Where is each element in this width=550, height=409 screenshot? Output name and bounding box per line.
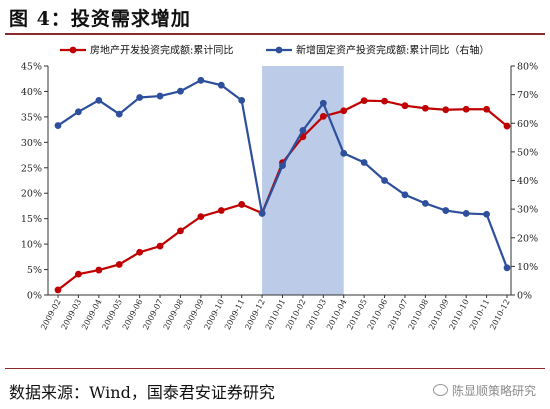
series-2-point xyxy=(95,96,103,104)
series-2-point xyxy=(421,200,429,207)
series-2-point xyxy=(238,96,246,104)
series-1-point xyxy=(462,105,470,113)
series-1-point xyxy=(503,122,511,130)
y-left-tick-label: 10% xyxy=(21,240,42,251)
legend-label-2: 新增固定资产投资完成额:累计同比（右轴） xyxy=(296,44,489,57)
wechat-icon xyxy=(432,384,448,396)
series-2-point xyxy=(115,110,123,118)
figure-title: 图 4：投资需求增加 xyxy=(9,8,191,30)
series-1-point xyxy=(238,201,246,208)
footer-divider xyxy=(5,368,545,369)
y-left-tick-label: 45% xyxy=(21,62,42,73)
series-2-point xyxy=(156,92,164,100)
y-right-tick-label: 10% xyxy=(517,262,538,273)
y-left-tick-label: 5% xyxy=(27,265,42,276)
title-divider xyxy=(5,33,545,35)
legend-marker-1 xyxy=(69,46,77,54)
y-right-tick-label: 50% xyxy=(517,147,538,158)
legend-marker-2 xyxy=(275,46,283,54)
series-2-point xyxy=(381,177,388,184)
y-right-tick-label: 40% xyxy=(517,176,538,187)
line-chart: 0% 5% 10% 15% 20% 25% 30% 35% 40% 45% 0% 10% 20% 30% 4… xyxy=(21,44,538,332)
watermark-text: 陈显顺策略研究 xyxy=(451,384,536,398)
legend-label-1: 房地产开发投资完成额:累计同比 xyxy=(90,44,233,57)
series-1-point xyxy=(156,242,164,250)
series-2-point xyxy=(462,210,470,217)
y-right-tick-label: 70% xyxy=(517,90,538,101)
series-1-point xyxy=(401,102,409,110)
series-2-point xyxy=(442,207,450,214)
series-2-point xyxy=(360,159,368,166)
series-1-point xyxy=(54,286,62,294)
series-1-point xyxy=(442,106,450,114)
series-2-point xyxy=(340,149,348,157)
y-right-tick-label: 80% xyxy=(517,62,538,73)
series-2-point xyxy=(75,108,82,116)
series-2-point xyxy=(503,264,511,272)
series-1-point xyxy=(381,97,388,105)
y-left-tick-label: 20% xyxy=(21,189,42,200)
data-source: 数据来源：Wind，国泰君安证券研究 xyxy=(9,383,275,402)
series-2-point xyxy=(401,191,409,199)
y-right-tick-label: 60% xyxy=(517,119,538,130)
series-2-point xyxy=(483,210,490,218)
series-1-point xyxy=(217,207,225,214)
series-1-point xyxy=(115,261,123,268)
series-2-point xyxy=(54,122,62,129)
series-1-point xyxy=(197,213,205,221)
series-2-point xyxy=(258,210,266,217)
series-2-point xyxy=(319,99,327,107)
y-left-tick-label: 30% xyxy=(21,138,42,149)
series-2-point xyxy=(279,162,286,170)
series-1-point xyxy=(421,104,429,112)
y-left-tick-label: 15% xyxy=(21,214,42,225)
series-1-point xyxy=(340,107,348,115)
series-1-point xyxy=(95,266,103,274)
series-2-point xyxy=(177,87,184,95)
y-left-tick-label: 0% xyxy=(27,291,42,302)
series-2-point xyxy=(136,94,144,101)
series-1-point xyxy=(483,105,490,113)
series-1-point xyxy=(75,270,82,278)
x-tick-label: 2010-12 xyxy=(488,298,512,332)
y-left-tick-label: 25% xyxy=(21,163,42,174)
series-2-point xyxy=(299,127,307,134)
y-right-tick-label: 0% xyxy=(517,291,532,302)
series-1-point xyxy=(360,97,368,105)
y-left-tick-label: 40% xyxy=(21,87,42,98)
series-2-point xyxy=(217,81,225,89)
y-left-tick-label: 35% xyxy=(21,112,42,123)
y-right-tick-label: 30% xyxy=(517,205,538,216)
series-1-point xyxy=(177,227,184,235)
watermark: 陈显顺策略研究 xyxy=(432,382,536,399)
series-1-point xyxy=(319,112,327,120)
series-2-point xyxy=(197,76,205,84)
y-right-tick-label: 20% xyxy=(517,233,538,244)
series-1-point xyxy=(136,248,144,256)
